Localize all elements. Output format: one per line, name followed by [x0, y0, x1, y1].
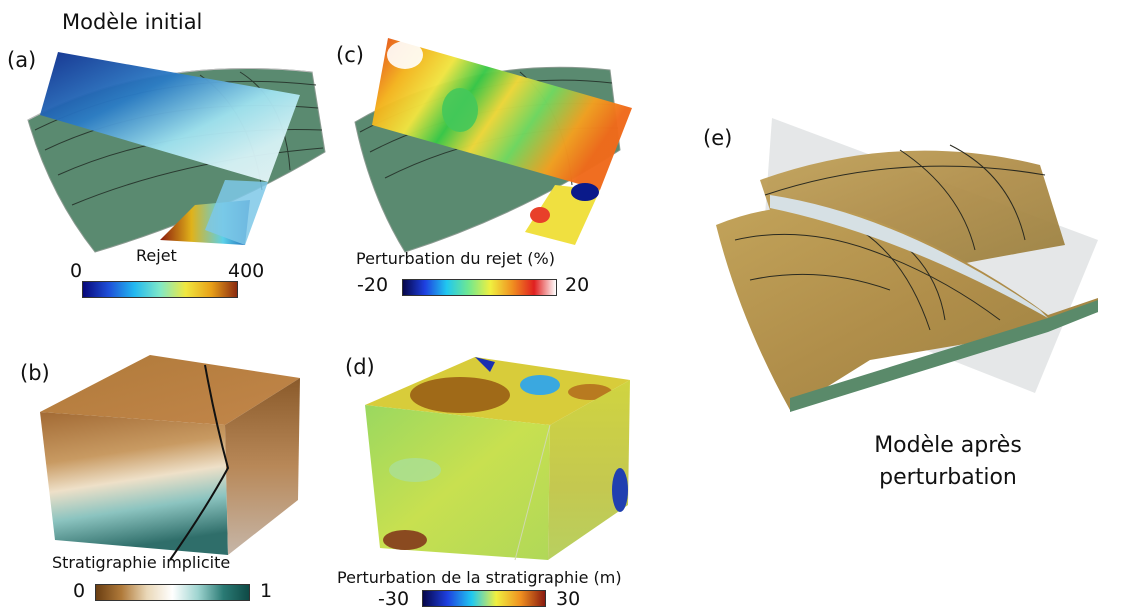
panel-e-model-render	[716, 118, 1098, 412]
panel-a-tag: (a)	[7, 48, 37, 72]
panel-c-tag: (c)	[336, 43, 364, 67]
panel-d-colorbar-label: Perturbation de la stratigraphie (m)	[337, 568, 622, 587]
panel-a-model-render	[27, 52, 326, 253]
panel-c-colorbar-min: -20	[357, 274, 389, 296]
panel-c-model-render	[354, 38, 632, 253]
panel-a-title: Modèle initial	[62, 10, 203, 34]
panel-e-caption-line-2: perturbation	[879, 464, 1017, 490]
panel-d-colorbar	[422, 590, 546, 607]
panel-a-colorbar	[82, 281, 238, 298]
panel-b-colorbar-min: 0	[73, 580, 86, 602]
panel-a-colorbar-label: Rejet	[136, 246, 177, 265]
panel-c-colorbar-label: Perturbation du rejet (%)	[356, 249, 555, 268]
panel-b-colorbar	[95, 584, 250, 601]
panel-a-colorbar-min: 0	[70, 260, 83, 282]
panel-d-colorbar-min: -30	[378, 588, 410, 610]
panel-c-colorbar-max: 20	[565, 274, 590, 296]
panel-c-colorbar	[402, 279, 557, 296]
panel-d-tag: (d)	[345, 355, 375, 379]
panel-b-colorbar-max: 1	[260, 580, 273, 602]
panel-e-caption: Modèle après perturbation	[868, 430, 1028, 494]
panel-b-cube-render	[40, 355, 300, 561]
panel-d-cube-render	[365, 357, 630, 561]
panel-e-tag: (e)	[703, 126, 733, 150]
panel-d-colorbar-max: 30	[556, 588, 581, 610]
panel-b-tag: (b)	[20, 361, 50, 385]
panel-a-colorbar-max: 400	[228, 260, 265, 282]
panel-e-caption-line-1: Modèle après	[874, 433, 1022, 458]
panel-b-colorbar-label: Stratigraphie implicite	[52, 553, 231, 572]
